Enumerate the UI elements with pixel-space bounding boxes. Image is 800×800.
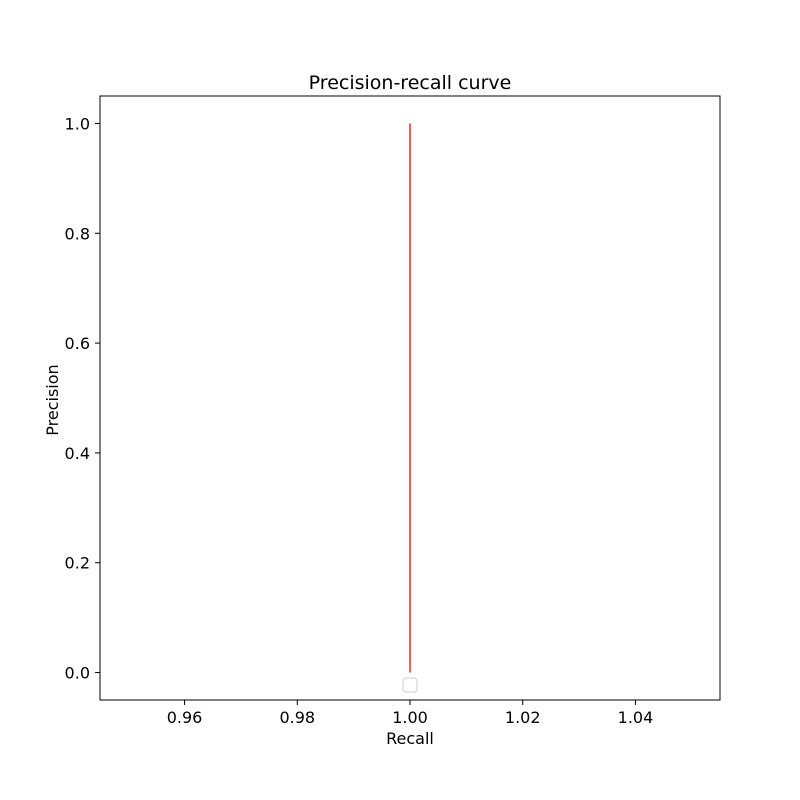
axes: 0.96 0.98 1.00 1.02 1.04 0.0 0.2 0.4 0.6 0.8 1.0 [65, 95, 721, 727]
y-axis-label: Precision [43, 364, 62, 435]
y-tick-label: 0.8 [65, 224, 90, 243]
x-tick-label: 0.98 [279, 708, 315, 727]
x-tick-label: 0.96 [167, 708, 203, 727]
y-tick-label: 0.0 [65, 664, 90, 683]
x-tick-label: 1.02 [505, 708, 541, 727]
plot-area [402, 123, 418, 693]
chart-title: Precision-recall curve [309, 72, 512, 94]
y-tick-label: 0.6 [65, 334, 90, 353]
x-tick-label: 1.00 [392, 708, 428, 727]
y-tick-label: 0.4 [65, 444, 90, 463]
y-tick-label: 1.0 [65, 114, 90, 133]
legend-box [402, 677, 418, 693]
x-tick-label: 1.04 [618, 708, 654, 727]
y-tick-label: 0.2 [65, 554, 90, 573]
x-axis-label: Recall [386, 729, 434, 748]
